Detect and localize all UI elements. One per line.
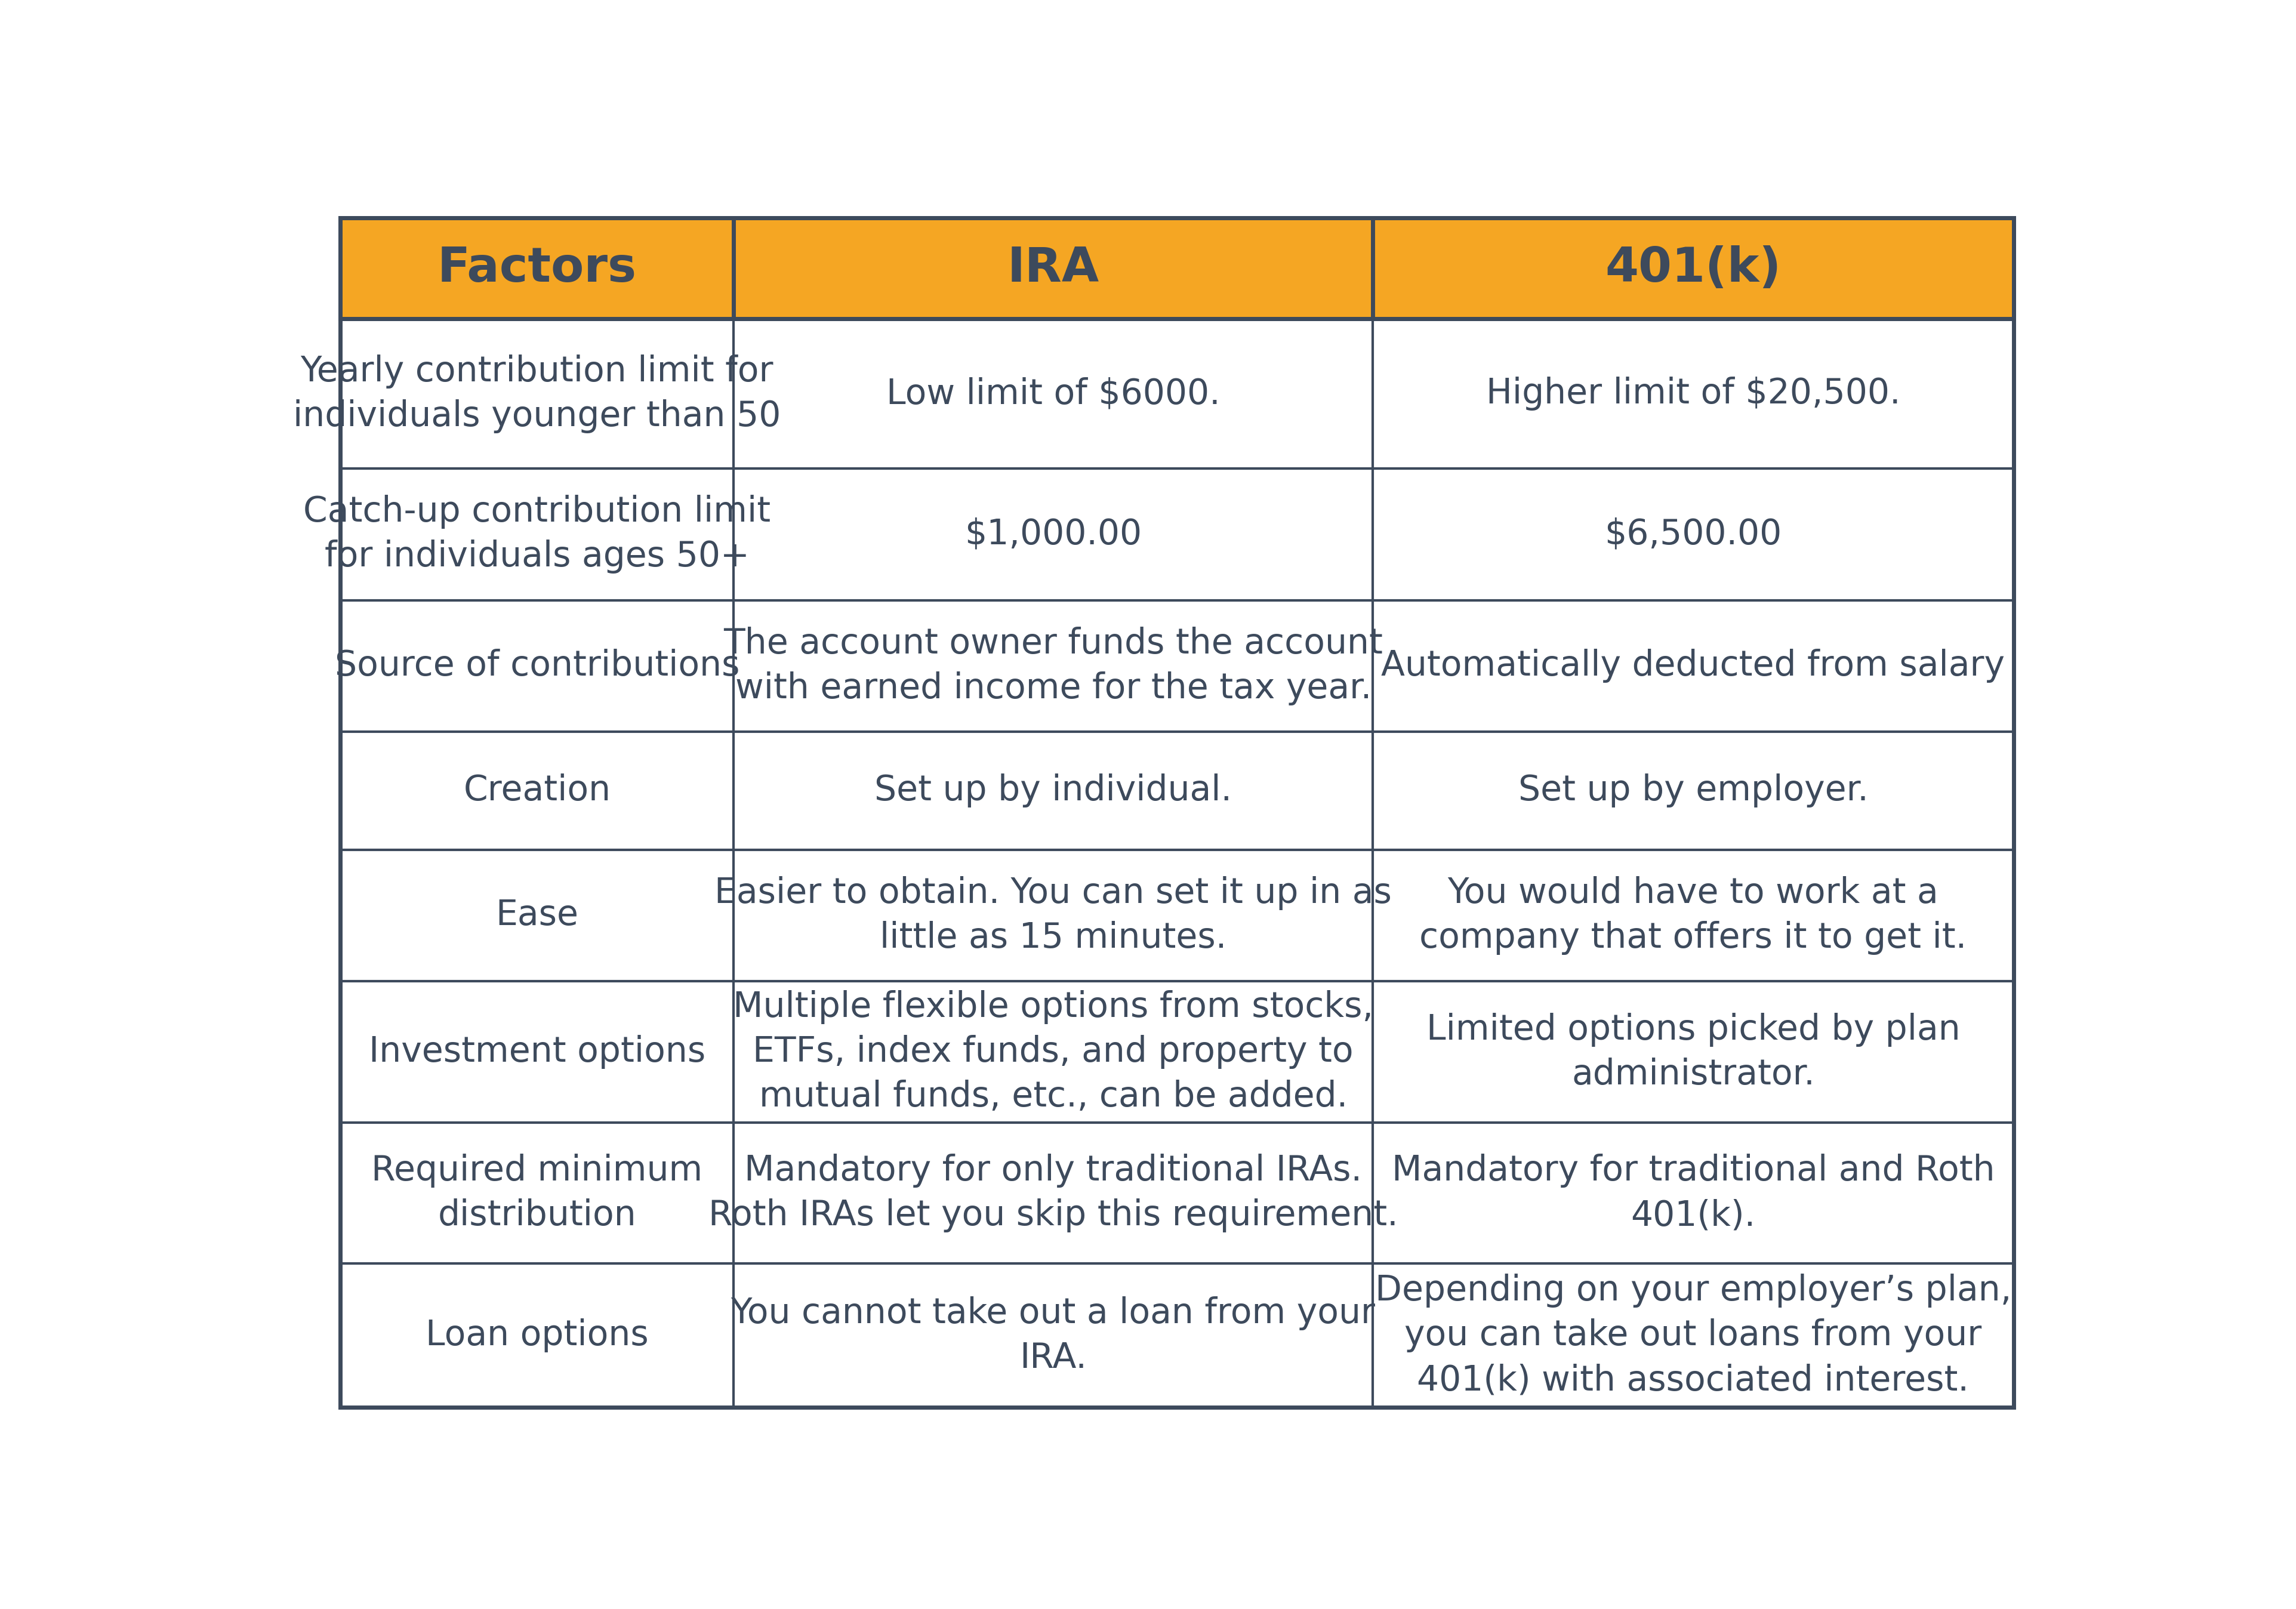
Text: Source of contributions: Source of contributions: [335, 648, 739, 684]
Text: You cannot take out a loan from your
IRA.: You cannot take out a loan from your IRA…: [730, 1297, 1375, 1374]
Text: Creation: Creation: [464, 774, 611, 808]
Text: The account owner funds the account
with earned income for the tax year.: The account owner funds the account with…: [723, 626, 1382, 705]
Text: IRA: IRA: [1008, 245, 1100, 291]
Bar: [340, 319, 2014, 468]
Text: Higher limit of $20,500.: Higher limit of $20,500.: [1486, 377, 1899, 410]
Text: Set up by employer.: Set up by employer.: [1518, 774, 1867, 808]
Text: You would have to work at a
company that offers it to get it.: You would have to work at a company that…: [1419, 875, 1965, 954]
Text: $6,500.00: $6,500.00: [1605, 516, 1782, 552]
Text: 401(k): 401(k): [1605, 245, 1782, 291]
Text: Yearly contribution limit for
individuals younger than 50: Yearly contribution limit for individual…: [294, 354, 781, 433]
Bar: [340, 468, 2014, 600]
Text: Limited options picked by plan
administrator.: Limited options picked by plan administr…: [1426, 1012, 1961, 1091]
Text: Catch-up contribution limit
for individuals ages 50+: Catch-up contribution limit for individu…: [303, 496, 771, 574]
Text: Required minimum
distribution: Required minimum distribution: [372, 1154, 703, 1232]
Text: $1,000.00: $1,000.00: [964, 516, 1141, 552]
Text: Ease: Ease: [496, 898, 579, 933]
Text: Set up by individual.: Set up by individual.: [875, 774, 1231, 808]
Bar: [340, 981, 2014, 1123]
Bar: [340, 732, 2014, 850]
Text: Mandatory for only traditional IRAs.
Roth IRAs let you skip this requirement.: Mandatory for only traditional IRAs. Rot…: [707, 1154, 1398, 1232]
Text: Investment options: Investment options: [370, 1035, 705, 1068]
Text: Mandatory for traditional and Roth
401(k).: Mandatory for traditional and Roth 401(k…: [1391, 1154, 1995, 1232]
Text: Depending on your employer’s plan,
you can take out loans from your
401(k) with : Depending on your employer’s plan, you c…: [1375, 1274, 2011, 1397]
Bar: [340, 850, 2014, 981]
Bar: [340, 1123, 2014, 1263]
Bar: [340, 217, 2014, 319]
Text: Factors: Factors: [436, 245, 636, 291]
Text: Low limit of $6000.: Low limit of $6000.: [886, 377, 1219, 410]
Bar: [340, 1263, 2014, 1408]
Bar: [340, 600, 2014, 732]
Bar: [340, 217, 2014, 319]
Text: Loan options: Loan options: [425, 1318, 647, 1353]
Text: Easier to obtain. You can set it up in as
little as 15 minutes.: Easier to obtain. You can set it up in a…: [714, 875, 1391, 954]
Text: Multiple flexible options from stocks,
ETFs, index funds, and property to
mutual: Multiple flexible options from stocks, E…: [732, 990, 1373, 1113]
Text: Automatically deducted from salary: Automatically deducted from salary: [1380, 648, 2004, 684]
